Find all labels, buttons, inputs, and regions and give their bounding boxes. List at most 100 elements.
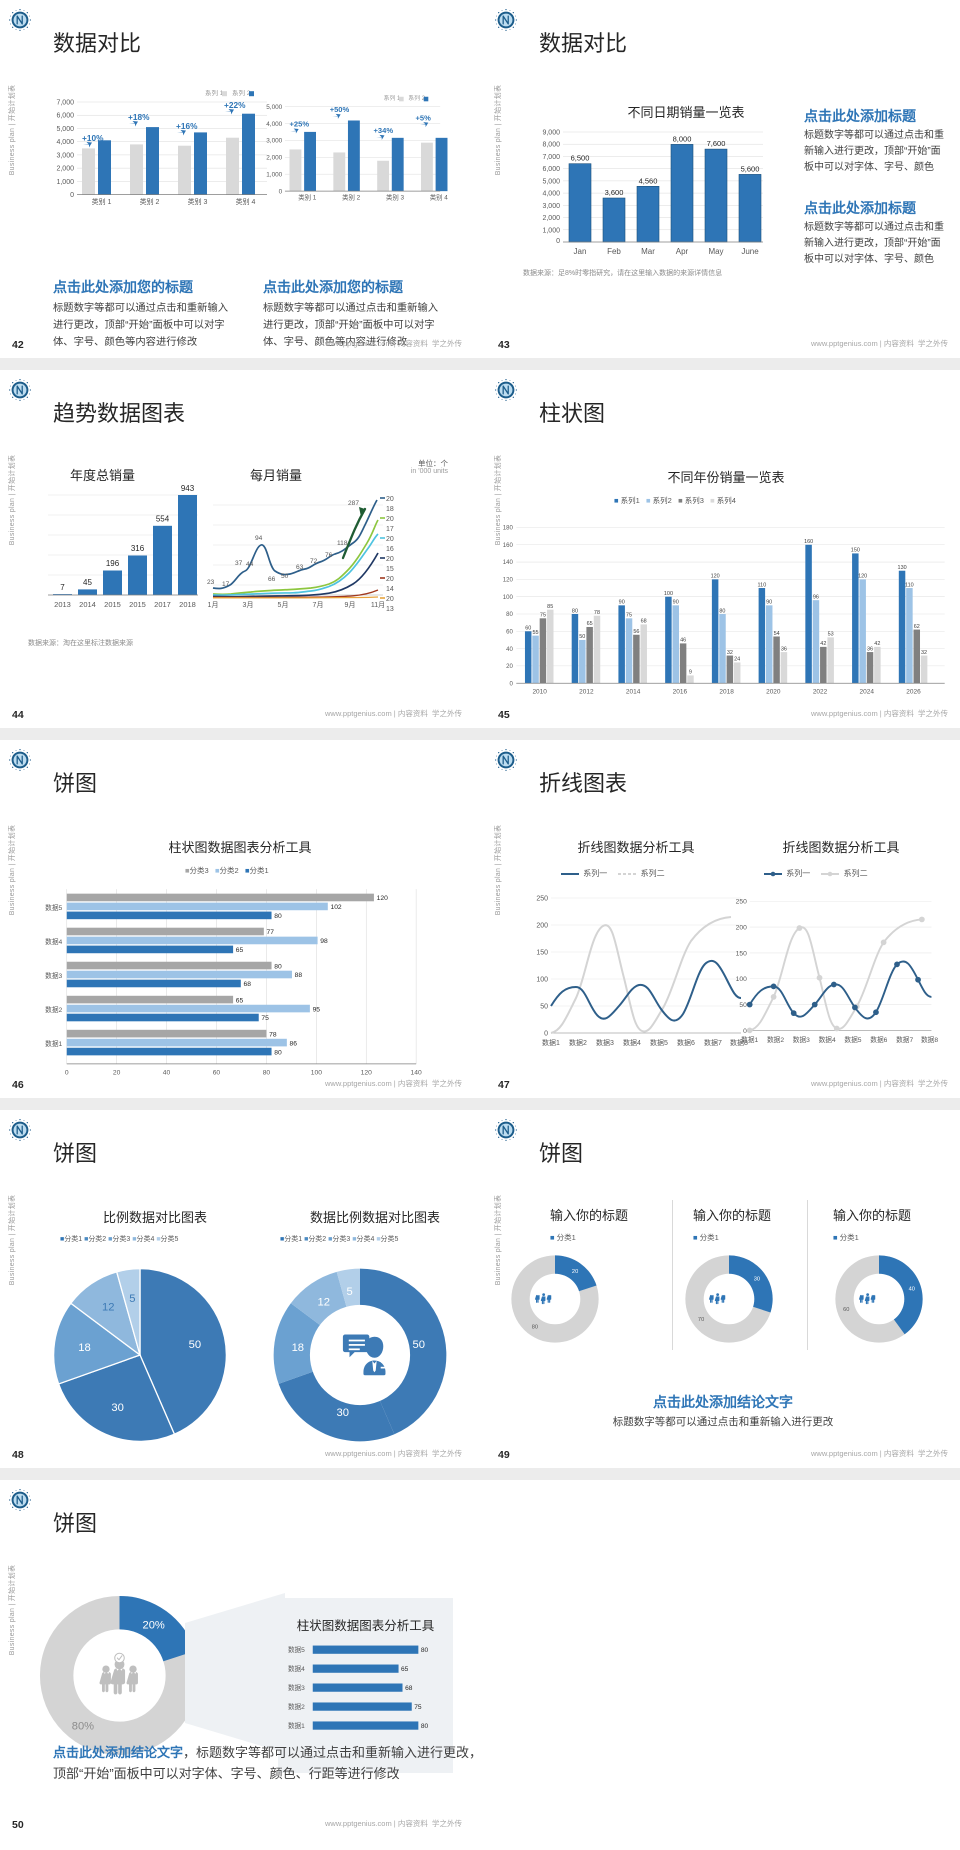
svg-text:20: 20 [386, 556, 394, 563]
svg-text:2016: 2016 [673, 689, 688, 696]
svg-text:系列 1: 系列 1 [384, 94, 401, 102]
svg-text:20: 20 [386, 496, 394, 503]
svg-text:June: June [741, 247, 759, 256]
svg-text:150: 150 [736, 950, 747, 957]
svg-text:75: 75 [626, 613, 632, 619]
svg-text:7,000: 7,000 [542, 154, 560, 161]
svg-text:Feb: Feb [607, 247, 621, 256]
svg-text:36: 36 [867, 646, 873, 652]
svg-text:数据2: 数据2 [767, 1035, 784, 1044]
svg-text:类别 4: 类别 4 [430, 193, 449, 202]
svg-text:1,000: 1,000 [56, 179, 74, 186]
svg-text:56: 56 [633, 629, 639, 635]
svg-text:140: 140 [411, 1070, 422, 1077]
svg-text:0: 0 [544, 1031, 548, 1038]
svg-text:12: 12 [317, 1296, 329, 1308]
svg-text:65: 65 [236, 947, 244, 954]
svg-text:11月: 11月 [371, 601, 385, 609]
svg-text:20: 20 [386, 576, 394, 583]
svg-text:20: 20 [506, 664, 513, 670]
svg-text:数据3: 数据3 [45, 971, 62, 980]
svg-text:65: 65 [236, 997, 244, 1004]
svg-text:0: 0 [70, 192, 74, 199]
svg-text:20: 20 [386, 536, 394, 543]
svg-text:2022: 2022 [813, 689, 828, 696]
svg-text:12: 12 [102, 1301, 114, 1313]
svg-text:32: 32 [727, 650, 733, 656]
svg-text:68: 68 [405, 1685, 413, 1692]
svg-text:2,000: 2,000 [266, 155, 282, 162]
svg-text:14: 14 [386, 586, 394, 593]
svg-text:数据6: 数据6 [677, 1038, 695, 1047]
svg-text:80: 80 [274, 963, 282, 970]
svg-text:5: 5 [129, 1293, 135, 1305]
svg-text:80: 80 [421, 1647, 429, 1654]
svg-text:50: 50 [540, 1004, 548, 1011]
svg-text:80: 80 [532, 1325, 538, 1331]
svg-text:7,000: 7,000 [56, 100, 74, 107]
svg-text:2017: 2017 [154, 600, 171, 609]
svg-text:数据4: 数据4 [45, 937, 62, 946]
svg-text:2018: 2018 [719, 689, 734, 696]
svg-text:200: 200 [536, 923, 548, 930]
svg-text:90: 90 [673, 600, 679, 606]
svg-text:数据7: 数据7 [704, 1038, 722, 1047]
svg-text:数据1: 数据1 [741, 1035, 758, 1044]
svg-text:53: 53 [828, 632, 834, 638]
svg-text:42: 42 [874, 641, 880, 647]
svg-text:120: 120 [377, 895, 388, 902]
svg-text:数据5: 数据5 [844, 1035, 861, 1044]
svg-text:18: 18 [78, 1342, 90, 1354]
svg-text:130: 130 [898, 565, 907, 571]
svg-text:100: 100 [664, 591, 673, 597]
svg-text:数据5: 数据5 [650, 1038, 668, 1047]
svg-text:94: 94 [255, 535, 263, 542]
svg-text:76: 76 [325, 552, 333, 559]
svg-text:2015: 2015 [104, 600, 121, 609]
svg-text:287: 287 [348, 500, 359, 507]
svg-text:36: 36 [781, 646, 787, 652]
svg-text:2020: 2020 [766, 689, 781, 696]
svg-text:62: 62 [914, 624, 920, 630]
svg-text:2026: 2026 [906, 689, 921, 696]
svg-text:160: 160 [804, 539, 813, 545]
svg-text:数据8: 数据8 [921, 1035, 938, 1044]
svg-text:20: 20 [386, 596, 394, 603]
svg-text:110: 110 [905, 582, 914, 588]
svg-text:数据5: 数据5 [288, 1645, 305, 1654]
svg-text:0: 0 [556, 238, 560, 245]
svg-text:50: 50 [579, 634, 585, 640]
svg-text:0: 0 [279, 188, 283, 195]
svg-text:数据2: 数据2 [45, 1005, 62, 1014]
svg-text:数据5: 数据5 [45, 903, 62, 912]
svg-text:+16%: +16% [176, 121, 198, 131]
svg-text:数据4: 数据4 [623, 1038, 641, 1047]
svg-text:数据7: 数据7 [896, 1035, 913, 1044]
svg-text:7月: 7月 [313, 601, 324, 609]
svg-text:160: 160 [503, 543, 514, 549]
svg-text:1,000: 1,000 [542, 227, 560, 234]
svg-text:类别 3: 类别 3 [386, 193, 405, 202]
svg-text:75: 75 [414, 1704, 422, 1711]
svg-text:6,000: 6,000 [542, 166, 560, 173]
svg-text:数据4: 数据4 [288, 1664, 305, 1673]
svg-text:44: 44 [246, 561, 254, 568]
svg-text:Jan: Jan [574, 247, 587, 256]
svg-text:9,000: 9,000 [542, 130, 560, 137]
svg-text:100: 100 [311, 1070, 322, 1077]
svg-text:+50%: +50% [330, 105, 350, 114]
svg-text:2014: 2014 [79, 600, 96, 609]
svg-text:数据2: 数据2 [569, 1038, 587, 1047]
svg-text:数据1: 数据1 [542, 1038, 560, 1047]
svg-text:+34%: +34% [374, 126, 394, 135]
svg-text:May: May [708, 247, 723, 256]
svg-text:+5%: +5% [416, 113, 432, 122]
svg-text:13: 13 [386, 606, 394, 613]
svg-text:42: 42 [820, 641, 826, 647]
svg-text:196: 196 [106, 559, 120, 568]
svg-text:系列 2: 系列 2 [232, 90, 251, 97]
svg-text:77: 77 [267, 929, 275, 936]
svg-text:55: 55 [532, 630, 538, 636]
svg-text:50: 50 [739, 1002, 747, 1009]
svg-text:7,600: 7,600 [707, 139, 726, 148]
